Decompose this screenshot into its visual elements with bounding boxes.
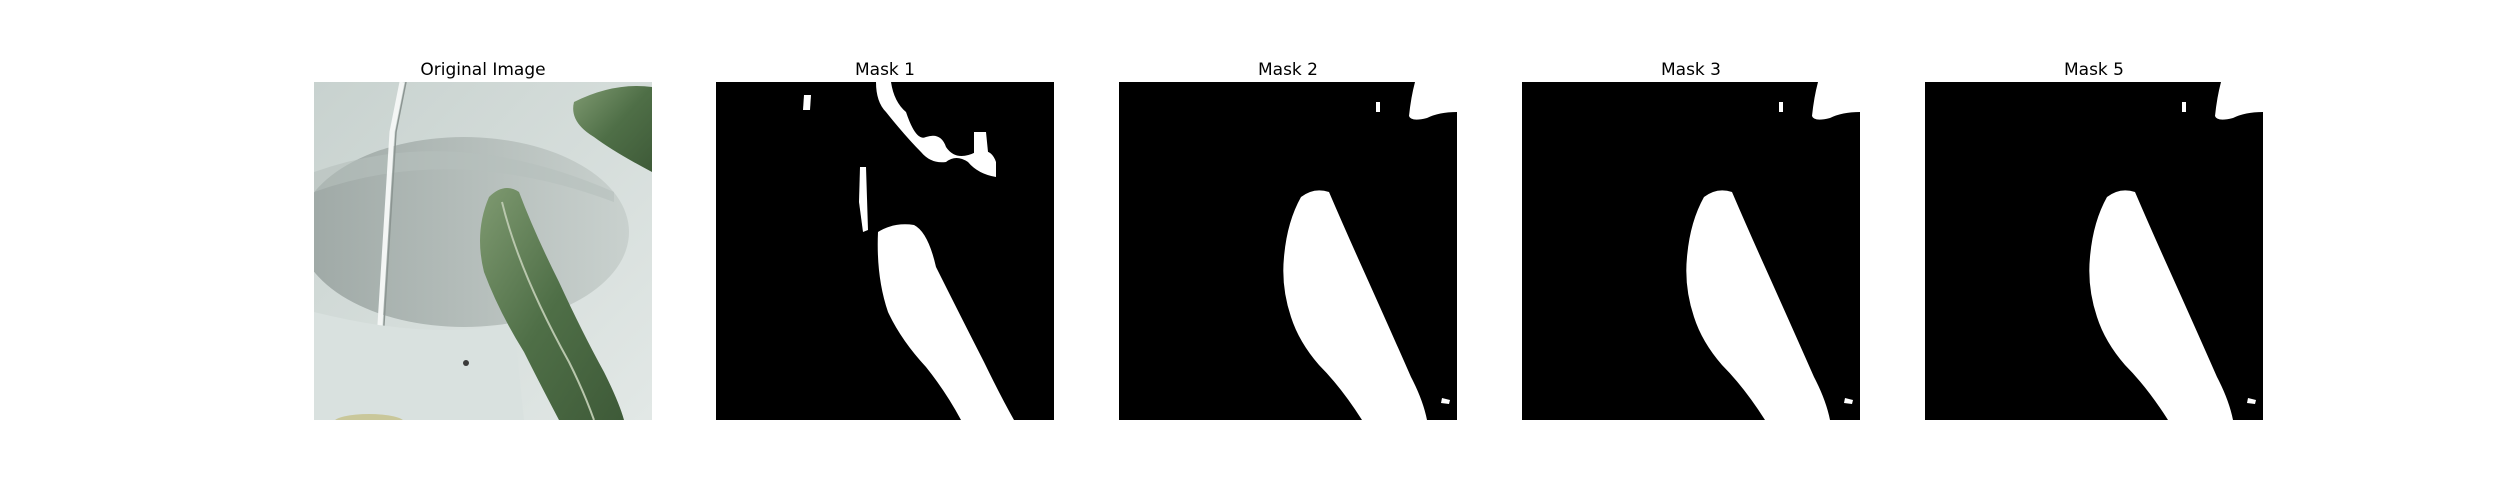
panel-mask-2: Mask 2 — [1119, 58, 1457, 420]
panel-title: Mask 3 — [1660, 60, 1721, 80]
panel-mask-5: Mask 5 — [1925, 58, 2263, 420]
mask-image — [716, 82, 1054, 420]
panel-mask-3: Mask 3 — [1522, 58, 1860, 420]
panel-mask-1: Mask 1 — [716, 58, 1054, 420]
panel-original-image: Original Image — [314, 58, 652, 420]
panel-title: Mask 2 — [1257, 60, 1318, 80]
mask-image — [1119, 82, 1457, 420]
mask-image — [1925, 82, 2263, 420]
panel-title: Original Image — [420, 60, 546, 80]
original-photo — [314, 82, 652, 420]
panel-title: Mask 5 — [2063, 60, 2124, 80]
mask-image — [1522, 82, 1860, 420]
panel-title: Mask 1 — [854, 60, 915, 80]
